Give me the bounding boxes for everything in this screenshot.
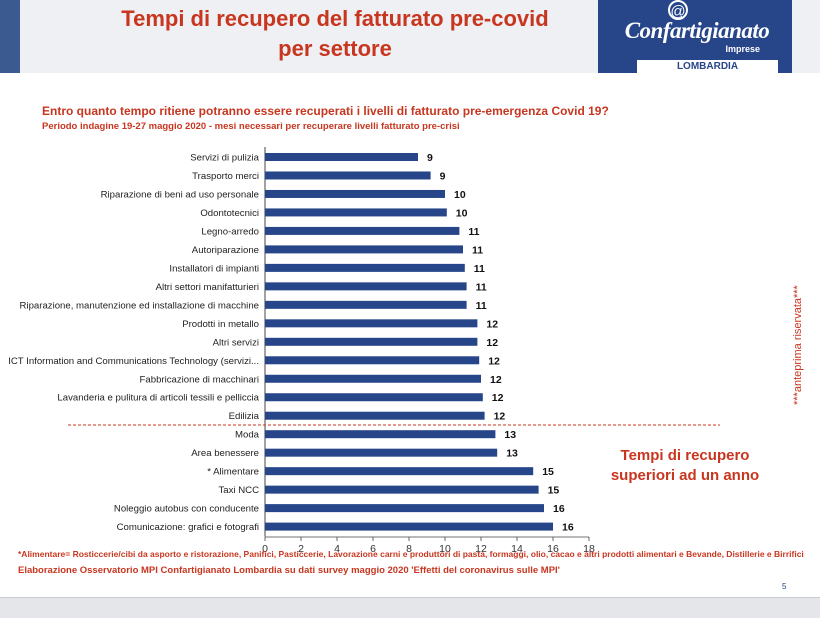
header-accent xyxy=(0,0,20,73)
bar xyxy=(265,300,467,309)
data-label: 11 xyxy=(476,300,487,312)
data-label: 12 xyxy=(494,411,506,423)
category-label: Altri settori manifatturieri xyxy=(156,282,259,293)
category-label: Legno-arredo xyxy=(201,226,259,237)
category-label: Servizi di pulizia xyxy=(190,153,259,164)
bar xyxy=(265,153,418,161)
data-label: 11 xyxy=(474,263,485,275)
footnote: *Alimentare= Rosticcerie/cibi da asporto… xyxy=(18,549,804,559)
chart-period: Periodo indagine 19-27 maggio 2020 - mes… xyxy=(42,121,460,132)
bar xyxy=(265,504,544,513)
category-label: Altri servizi xyxy=(213,337,259,348)
data-label: 12 xyxy=(490,374,502,386)
x-tick-label: 16 xyxy=(547,543,559,555)
bar xyxy=(265,522,553,531)
data-label: 16 xyxy=(562,522,574,534)
data-label: 9 xyxy=(440,170,446,182)
x-tick-label: 10 xyxy=(439,543,451,555)
bar xyxy=(265,393,483,402)
bar xyxy=(265,226,460,235)
bar xyxy=(265,245,463,254)
category-label: Moda xyxy=(235,430,260,441)
page-title: Tempi di recupero del fatturato pre-covi… xyxy=(40,4,630,64)
x-tick-label: 2 xyxy=(298,543,304,555)
callout-line-1: Tempi di recupero xyxy=(620,447,750,464)
data-label: 10 xyxy=(454,189,466,201)
title-line-2: per settore xyxy=(278,36,392,61)
x-tick-label: 14 xyxy=(511,543,523,555)
page-number: 5 xyxy=(782,582,787,591)
category-label: Taxi NCC xyxy=(218,485,259,496)
chart-question: Entro quanto tempo ritiene potranno esse… xyxy=(42,104,609,118)
x-tick-label: 0 xyxy=(262,543,268,555)
category-label: Riparazione, manutenzione ed installazio… xyxy=(20,300,259,311)
category-label: Autoriparazione xyxy=(192,245,259,256)
x-tick-label: 4 xyxy=(334,543,340,555)
category-label: ICT Information and Communications Techn… xyxy=(8,356,259,367)
bar xyxy=(265,374,481,383)
bar xyxy=(265,171,431,180)
data-label: 13 xyxy=(504,429,516,441)
bottom-bar xyxy=(0,597,820,618)
reserved-preview-note: ***anteprima riservata*** xyxy=(792,285,804,405)
x-tick-label: 12 xyxy=(475,543,487,555)
bar xyxy=(265,319,478,328)
logo-at-icon: @ xyxy=(668,0,688,20)
category-label: Trasporto merci xyxy=(192,171,259,182)
bar xyxy=(265,485,539,494)
logo-text: Confartigianato xyxy=(624,18,770,43)
category-label: Installatori di impianti xyxy=(169,263,259,274)
data-label: 9 xyxy=(427,152,433,164)
category-label: Comunicazione: grafici e fotografi xyxy=(117,522,259,533)
data-label: 15 xyxy=(548,485,560,497)
logo-subtitle: Imprese xyxy=(725,44,760,54)
category-label: Fabbricazione di macchinari xyxy=(140,374,259,385)
category-label: Prodotti in metallo xyxy=(182,319,259,330)
data-label: 10 xyxy=(456,207,468,219)
bar xyxy=(265,467,534,476)
bar xyxy=(265,430,496,439)
callout-line-2: superiori ad un anno xyxy=(610,467,760,484)
bar xyxy=(265,411,485,420)
category-label: Lavanderia e pulitura di articoli tessil… xyxy=(57,393,259,404)
data-label: 11 xyxy=(468,226,479,238)
bar xyxy=(265,356,480,365)
x-tick-label: 8 xyxy=(406,543,412,555)
category-label: Area benessere xyxy=(191,448,259,459)
logo-region: LOMBARDIA xyxy=(637,60,778,73)
data-label: 12 xyxy=(492,392,504,404)
bar xyxy=(265,263,465,272)
data-label: 13 xyxy=(506,448,518,460)
bar xyxy=(265,448,498,457)
data-label: 11 xyxy=(476,281,487,293)
bar xyxy=(265,208,447,217)
x-tick-label: 6 xyxy=(370,543,376,555)
data-label: 16 xyxy=(553,503,565,515)
callout-over-one-year: Tempi di recupero superiori ad un anno xyxy=(600,446,770,486)
data-label: 12 xyxy=(486,318,498,330)
bar xyxy=(265,189,445,198)
category-label: Noleggio autobus con conducente xyxy=(114,504,259,515)
source-note: Elaborazione Osservatorio MPI Confartigi… xyxy=(18,565,560,576)
bar xyxy=(265,337,478,346)
category-label: Riparazione di beni ad uso personale xyxy=(101,189,259,200)
data-label: 15 xyxy=(542,466,554,478)
category-label: Edilizia xyxy=(229,411,260,422)
data-label: 11 xyxy=(472,244,483,256)
category-label: * Alimentare xyxy=(207,467,259,478)
category-label: Odontotecnici xyxy=(200,208,259,219)
data-label: 12 xyxy=(486,337,498,349)
x-tick-label: 18 xyxy=(583,543,595,555)
title-line-1: Tempi di recupero del fatturato pre-covi… xyxy=(121,6,549,31)
bar xyxy=(265,282,467,291)
data-label: 12 xyxy=(488,355,500,367)
